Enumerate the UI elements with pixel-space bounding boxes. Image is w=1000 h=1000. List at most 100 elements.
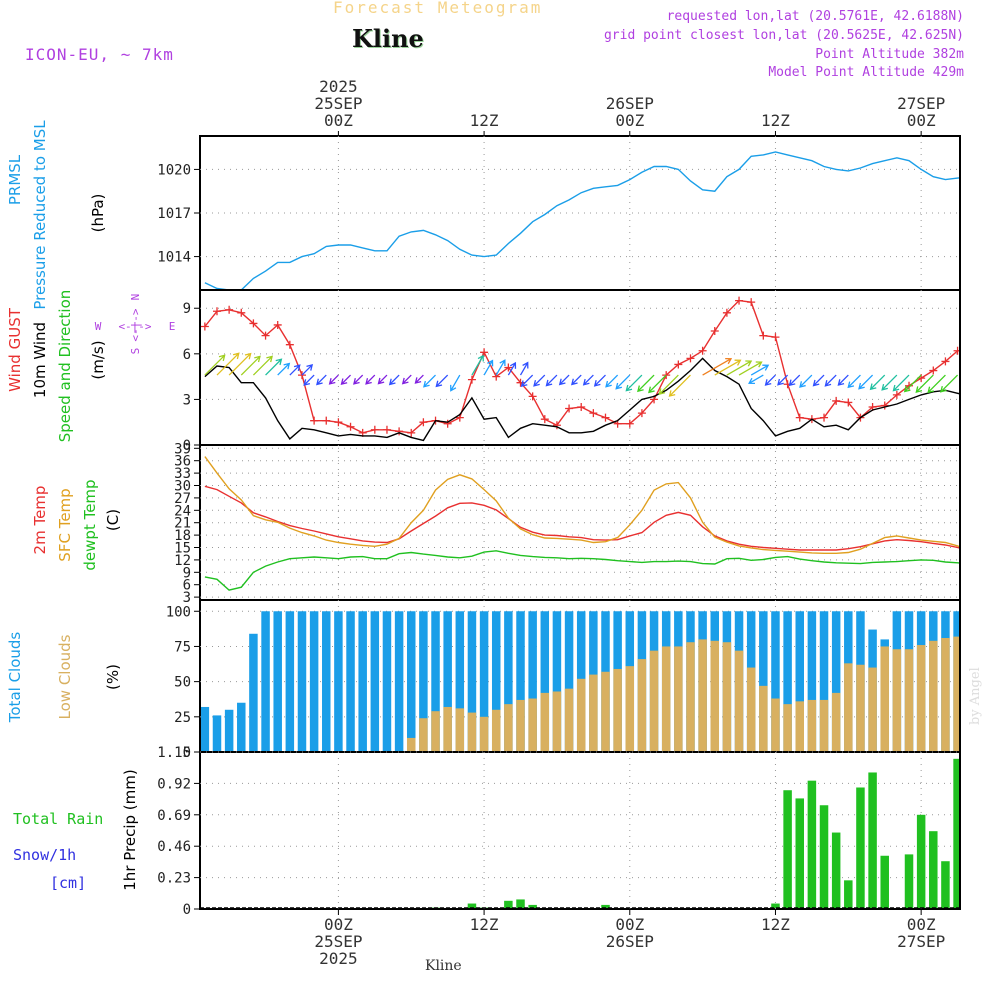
gust-marker <box>225 305 234 314</box>
bar-low-clouds <box>916 645 926 751</box>
wind-direction-arrow <box>558 374 570 386</box>
requested-coords: requested lon,lat (20.5761E, 42.6188N) <box>666 9 964 24</box>
gust-marker <box>941 357 950 366</box>
axis-label: 2m Temp <box>31 486 49 555</box>
gust-marker <box>540 415 549 424</box>
y-tick-label: 27 <box>174 491 191 507</box>
bar-total-clouds <box>491 611 501 751</box>
bar-low-clouds <box>856 664 865 751</box>
gust-marker <box>990 357 998 365</box>
bar-low-clouds <box>552 691 562 751</box>
gust-marker <box>419 418 428 427</box>
y-tick-label: 0.69 <box>157 808 191 824</box>
bottom-time-label: 26SEP <box>606 932 654 951</box>
panel-data-pressure <box>204 151 959 289</box>
panel-pressure: 1014 1017 1020 PRMSL Pressure Reduced to MSL… <box>6 120 961 310</box>
gust-marker <box>589 409 598 418</box>
bar-low-clouds <box>722 642 732 751</box>
bar-total-clouds <box>285 611 295 751</box>
bar-low-clouds <box>734 650 744 751</box>
wind-direction-arrow <box>316 374 327 386</box>
y-tick-label: 39 <box>174 441 191 457</box>
bar-low-clouds <box>528 698 537 751</box>
wind-direction-arrow <box>435 374 449 388</box>
bar-total-rain <box>783 790 792 908</box>
model-label: ICON-EU, ~ 7km <box>25 45 174 64</box>
gust-marker <box>795 413 804 422</box>
wind-direction-arrow <box>637 374 655 393</box>
bar-low-clouds <box>431 711 440 751</box>
wind-direction-arrow <box>228 352 252 376</box>
bottom-time-label: 25SEP <box>314 932 362 951</box>
series-line-wind-gust <box>204 299 959 434</box>
wind-direction-arrow <box>837 374 849 386</box>
gust-marker <box>346 422 355 431</box>
gust-marker <box>528 392 537 401</box>
panel-frame <box>199 751 961 910</box>
bar-total-clouds <box>443 611 452 751</box>
wind-direction-arrow <box>764 374 776 386</box>
wind-direction-arrow <box>340 374 352 386</box>
bar-total-rain <box>844 880 853 908</box>
wind-direction-arrow <box>668 374 691 397</box>
top-time-label: 2025 <box>319 77 358 96</box>
bar-total-rain <box>771 903 780 908</box>
gust-marker <box>771 333 780 342</box>
bar-total-clouds <box>455 611 465 751</box>
gust-marker <box>953 346 959 355</box>
axis-label: 10m Wind <box>31 322 49 398</box>
wind-direction-arrow <box>748 374 764 385</box>
wind-direction-arrow <box>507 361 517 376</box>
bar-low-clouds <box>880 646 889 751</box>
wind-direction-arrow <box>939 374 959 393</box>
wind-direction-arrow <box>328 374 339 385</box>
model-point-altitude: Model Point Altitude 429m <box>768 65 964 80</box>
y-tick-label: 1.15 <box>157 745 191 761</box>
y-tick-label: 15 <box>174 541 191 557</box>
wind-direction-arrow <box>812 374 825 387</box>
gust-marker <box>237 308 246 317</box>
bar-total-clouds <box>807 611 817 751</box>
panel-data-clouds <box>201 611 959 751</box>
bar-low-clouds <box>783 704 792 751</box>
bar-low-clouds <box>625 666 635 751</box>
panel-precip: 0 0.23 0.46 0.69 0.92 1.15 Total Rain Snow/1h [c… <box>13 745 961 918</box>
axis-label: SFC Temp <box>56 488 74 561</box>
y-tick-label: 0 <box>183 745 191 761</box>
bar-low-clouds <box>467 712 477 751</box>
y-tick-label: 9 <box>183 565 191 581</box>
top-time-label: 27SEP <box>897 94 945 113</box>
gust-marker <box>625 419 634 428</box>
gust-marker <box>722 308 731 317</box>
bar-low-clouds <box>516 699 525 751</box>
bar-low-clouds <box>759 685 768 751</box>
wind-direction-arrow <box>593 374 606 387</box>
wind-direction-arrow <box>750 364 770 376</box>
gust-marker <box>552 421 561 430</box>
bar-low-clouds <box>710 640 720 751</box>
wind-direction-arrow <box>927 374 946 394</box>
wind-direction-arrow <box>545 374 558 387</box>
wind-direction-arrow <box>301 364 314 376</box>
series-line-2m-temp <box>204 485 959 551</box>
gust-marker <box>686 354 695 363</box>
series-line-10m-wind <box>204 357 959 442</box>
wind-direction-arrow <box>204 354 226 376</box>
bar-total-clouds <box>201 706 210 751</box>
gust-marker <box>577 403 586 412</box>
wind-direction-arrow <box>648 374 667 394</box>
gust-marker <box>322 416 331 425</box>
gust-marker <box>747 298 756 307</box>
wind-direction-arrow <box>788 374 801 387</box>
gust-marker <box>261 331 270 340</box>
gust-marker <box>407 428 416 437</box>
wind-direction-arrow <box>799 374 813 388</box>
bar-low-clouds <box>953 636 959 751</box>
bar-total-clouds <box>819 611 829 751</box>
bar-low-clouds <box>419 718 428 751</box>
bar-low-clouds <box>904 649 914 751</box>
axis-label: Total Rain <box>13 810 103 828</box>
bar-total-clouds <box>297 611 307 751</box>
bar-low-clouds <box>868 667 877 751</box>
bar-total-clouds <box>540 611 550 751</box>
